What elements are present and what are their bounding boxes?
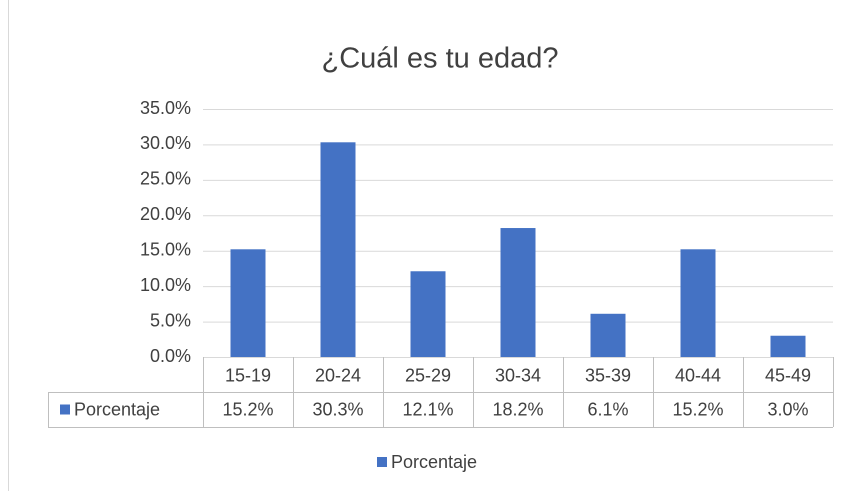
bar: [680, 249, 716, 357]
table-legend-key: [60, 404, 70, 415]
bar: [320, 142, 356, 357]
x-tick-label: 20-24: [315, 365, 361, 385]
table-series-name: Porcentaje: [74, 399, 160, 419]
bar: [230, 249, 266, 357]
chart-title: ¿Cuál es tu edad?: [322, 43, 559, 75]
table-value: 12.1%: [402, 399, 453, 419]
y-tick-label: 25.0%: [140, 169, 191, 189]
table-value: 3.0%: [767, 399, 808, 419]
y-tick-label: 30.0%: [140, 133, 191, 153]
legend-label: Porcentaje: [391, 452, 477, 472]
bar: [590, 313, 626, 357]
y-tick-label: 5.0%: [150, 310, 191, 330]
y-tick-label: 15.0%: [140, 239, 191, 259]
bar: [410, 271, 446, 357]
y-tick-label: 35.0%: [140, 98, 191, 118]
x-tick-label: 30-34: [495, 365, 541, 385]
table-value: 15.2%: [222, 399, 273, 419]
y-tick-label: 0.0%: [150, 346, 191, 366]
legend-key: [377, 457, 387, 467]
table-value: 6.1%: [587, 399, 628, 419]
x-tick-label: 45-49: [765, 365, 811, 385]
bar: [770, 335, 806, 357]
x-tick-label: 25-29: [405, 365, 451, 385]
table-value: 30.3%: [312, 399, 363, 419]
y-tick-label: 20.0%: [140, 204, 191, 224]
y-tick-label: 10.0%: [140, 275, 191, 295]
x-tick-label: 40-44: [675, 365, 721, 385]
x-tick-label: 35-39: [585, 365, 631, 385]
x-tick-label: 15-19: [225, 365, 271, 385]
bar: [500, 228, 536, 357]
table-value: 18.2%: [492, 399, 543, 419]
table-value: 15.2%: [672, 399, 723, 419]
